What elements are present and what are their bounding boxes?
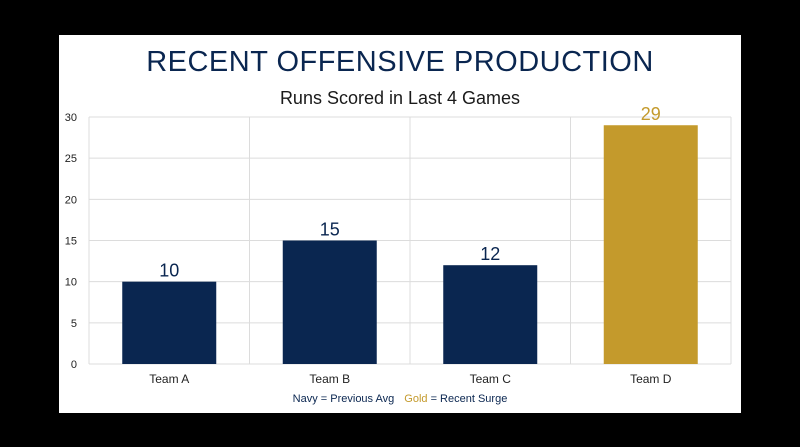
y-tick-label: 0	[71, 359, 77, 371]
legend-navy-word: Navy	[292, 393, 318, 405]
legend-navy-text: = Previous Avg	[317, 393, 395, 405]
legend-gold-word: Gold	[404, 393, 428, 405]
bar	[443, 265, 538, 364]
y-tick-label: 15	[65, 236, 77, 248]
x-tick-label: Team B	[309, 372, 350, 386]
chart-subtitle: Runs Scored in Last 4 Games	[279, 88, 521, 108]
x-tick-label: Team C	[470, 372, 512, 386]
bar-value-label: 29	[641, 104, 661, 124]
chart-title: RECENT OFFENSIVE PRODUCTION	[146, 46, 654, 78]
bar	[282, 240, 377, 364]
chart-legend: Navy = Previous Avg Gold = Recent Surge	[0, 393, 800, 405]
bar	[603, 125, 698, 364]
y-tick-label: 10	[65, 277, 77, 289]
y-tick-label: 5	[71, 318, 77, 330]
y-tick-label: 25	[65, 153, 77, 165]
x-tick-label: Team A	[149, 372, 189, 386]
x-tick-label: Team D	[630, 372, 672, 386]
y-tick-label: 30	[65, 112, 77, 124]
bar-value-label: 10	[159, 261, 179, 281]
bar-value-label: 15	[320, 220, 340, 240]
legend-gold-text: = Recent Surge	[427, 393, 508, 405]
bar	[122, 281, 217, 364]
bar-value-label: 12	[480, 244, 500, 264]
y-tick-label: 20	[65, 194, 77, 206]
